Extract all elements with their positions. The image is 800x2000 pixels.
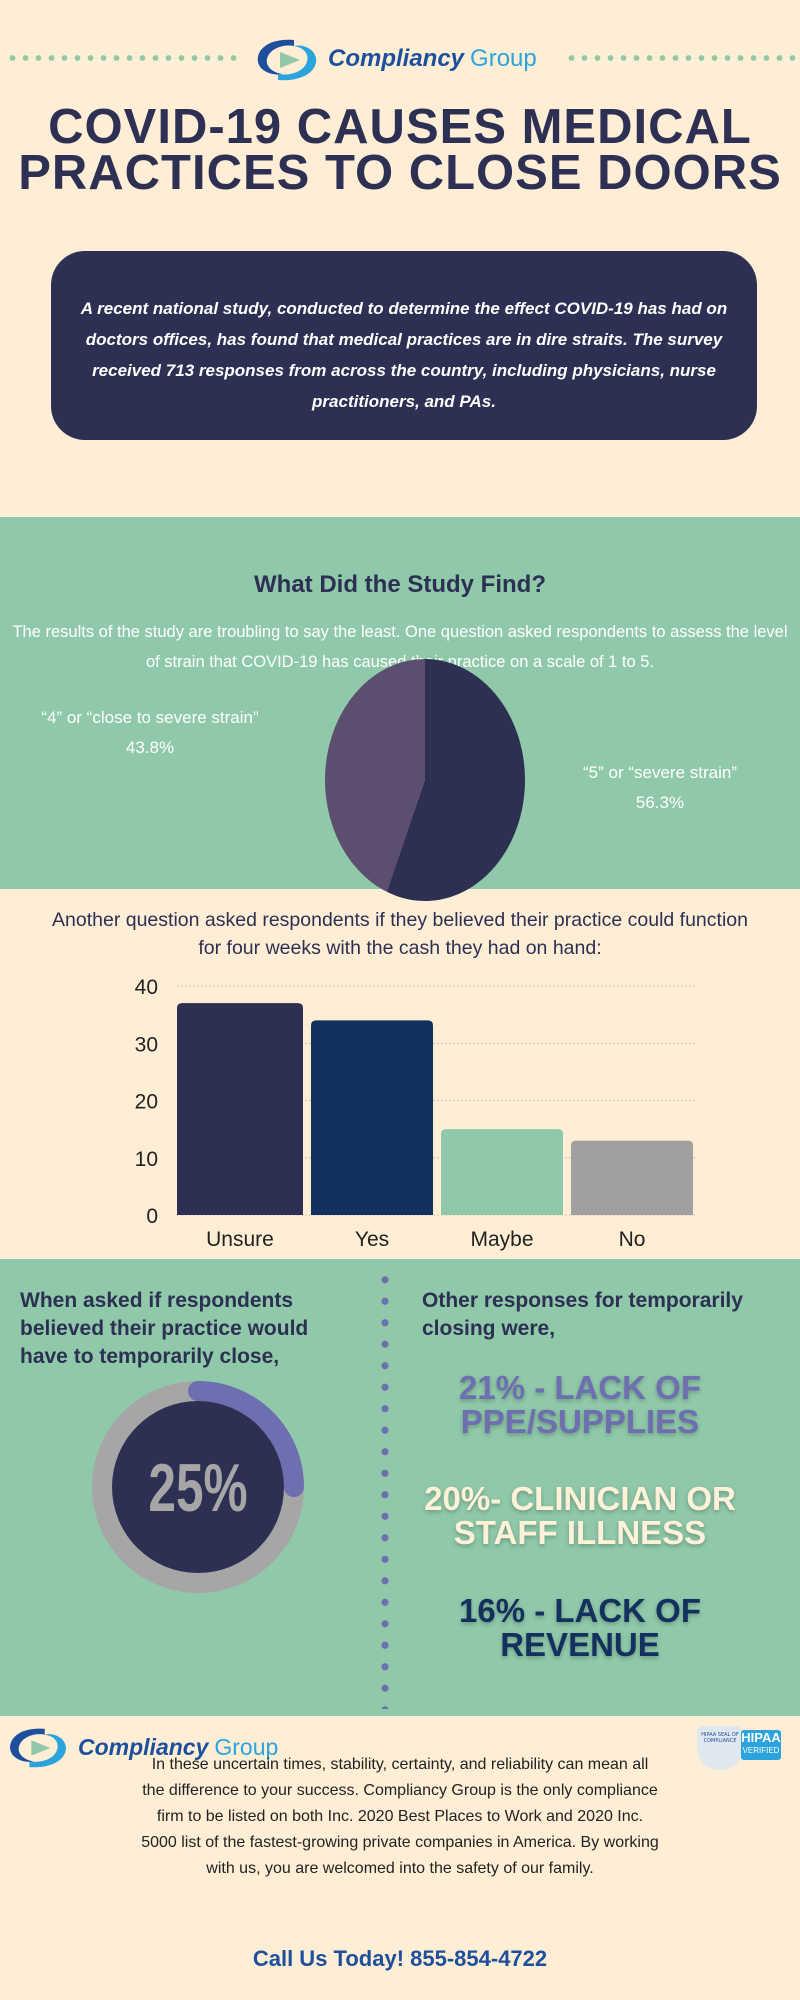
x-tick-label: Yes <box>355 1228 389 1251</box>
bar-maybe <box>441 1129 563 1215</box>
x-tick-label: No <box>619 1228 646 1251</box>
x-tick-label: Maybe <box>470 1228 533 1251</box>
donut-progress-arc <box>188 1381 304 1497</box>
dots-divider-left <box>6 54 238 62</box>
pie-label-5-text: “5” or “severe strain” <box>583 763 737 782</box>
brand-suffix: Group <box>214 1733 279 1760</box>
brand-name: Compliancy <box>328 45 465 72</box>
pie-label-5: “5” or “severe strain” 56.3% <box>540 758 780 818</box>
dots-divider-right <box>565 54 797 62</box>
pie-label-4: “4” or “close to severe strain” 43.8% <box>0 703 300 763</box>
strain-pie-chart <box>325 659 525 901</box>
y-tick-label: 40 <box>135 976 158 999</box>
hipaa-badge: HIPAA SEAL OF COMPLIANCE HIPAA VERIFIED <box>695 1726 785 1770</box>
donut-center <box>112 1401 284 1573</box>
intro-box: A recent national study, conducted to de… <box>51 251 757 440</box>
y-tick-label: 20 <box>135 1091 158 1114</box>
response-illness: 20%- CLINICIAN OR STAFF ILLNESS <box>380 1482 780 1550</box>
y-tick-label: 30 <box>135 1033 158 1056</box>
pie-label-5-value: 56.3% <box>635 793 685 812</box>
response-revenue: 16% - LACK OF REVENUE <box>380 1594 780 1662</box>
closing-left-text: When asked if respondents believed their… <box>20 1289 309 1368</box>
study-section: What Did the Study Find? The results of … <box>0 517 800 901</box>
pie-label-4-text: “4” or “close to severe strain” <box>41 708 259 727</box>
study-text: The results of the study are troubling t… <box>12 623 788 671</box>
brand-name: Compliancy <box>78 1733 209 1760</box>
title-line-1: COVID-19 CAUSES MEDICAL <box>48 100 752 154</box>
hipaa-seal-icon: HIPAA SEAL OF COMPLIANCE <box>697 1726 743 1770</box>
response-ppe-line1: 21% - LACK OF <box>458 1369 702 1406</box>
bar-yes <box>311 1020 433 1215</box>
footer-logo: Compliancy Group <box>6 1725 278 1769</box>
pie-slice-4 <box>325 659 425 892</box>
response-ppe-line2: PPE/SUPPLIES <box>460 1403 700 1440</box>
response-illness-line1: 20%- CLINICIAN OR <box>424 1480 736 1517</box>
y-tick-label: 10 <box>135 1148 158 1171</box>
compliancy-logo-icon <box>10 1728 66 1768</box>
footer-text: In these uncertain times, stability, cer… <box>141 1756 659 1877</box>
response-ppe: 21% - LACK OF PPE/SUPPLIES <box>380 1371 780 1439</box>
study-heading: What Did the Study Find? <box>254 571 546 598</box>
compliancy-logo-icon <box>257 39 317 81</box>
x-tick-label: Unsure <box>206 1228 274 1251</box>
page-title: COVID-19 CAUSES MEDICAL PRACTICES TO CLO… <box>0 100 800 200</box>
header-logo: Compliancy Group <box>254 36 537 82</box>
verified-text: VERIFIED <box>742 1746 780 1755</box>
closing-right-text: Other responses for temporarily closing … <box>422 1289 743 1340</box>
hipaa-verified-label: HIPAA VERIFIED <box>741 1730 781 1760</box>
hipaa-text: HIPAA <box>741 1730 781 1745</box>
pie-slice-5 <box>386 659 525 901</box>
brand-suffix: Group <box>470 45 537 72</box>
bar-chart-question: Another question asked respondents if th… <box>52 909 748 959</box>
bar-unsure <box>177 1003 303 1215</box>
response-revenue-line1: 16% - LACK OF <box>458 1592 702 1629</box>
closing-donut-chart: 25% <box>92 1381 304 1593</box>
y-tick-label: 0 <box>146 1205 158 1228</box>
closing-section: When asked if respondents believed their… <box>0 1259 800 1716</box>
cash-bar-chart: 0 10 20 30 40 Unsure Yes Maybe No <box>135 976 697 1251</box>
response-illness-line2: STAFF ILLNESS <box>453 1514 707 1551</box>
vertical-dotted-divider <box>380 1269 390 1709</box>
title-line-2: PRACTICES TO CLOSE DOORS <box>18 146 782 200</box>
donut-value-label: 25% <box>148 1449 247 1526</box>
response-revenue-line2: REVENUE <box>500 1626 660 1663</box>
call-us-link[interactable]: Call Us Today! 855-854-4722 <box>252 1946 548 1971</box>
pie-label-4-value: 43.8% <box>125 738 175 757</box>
bar-no <box>571 1140 693 1215</box>
